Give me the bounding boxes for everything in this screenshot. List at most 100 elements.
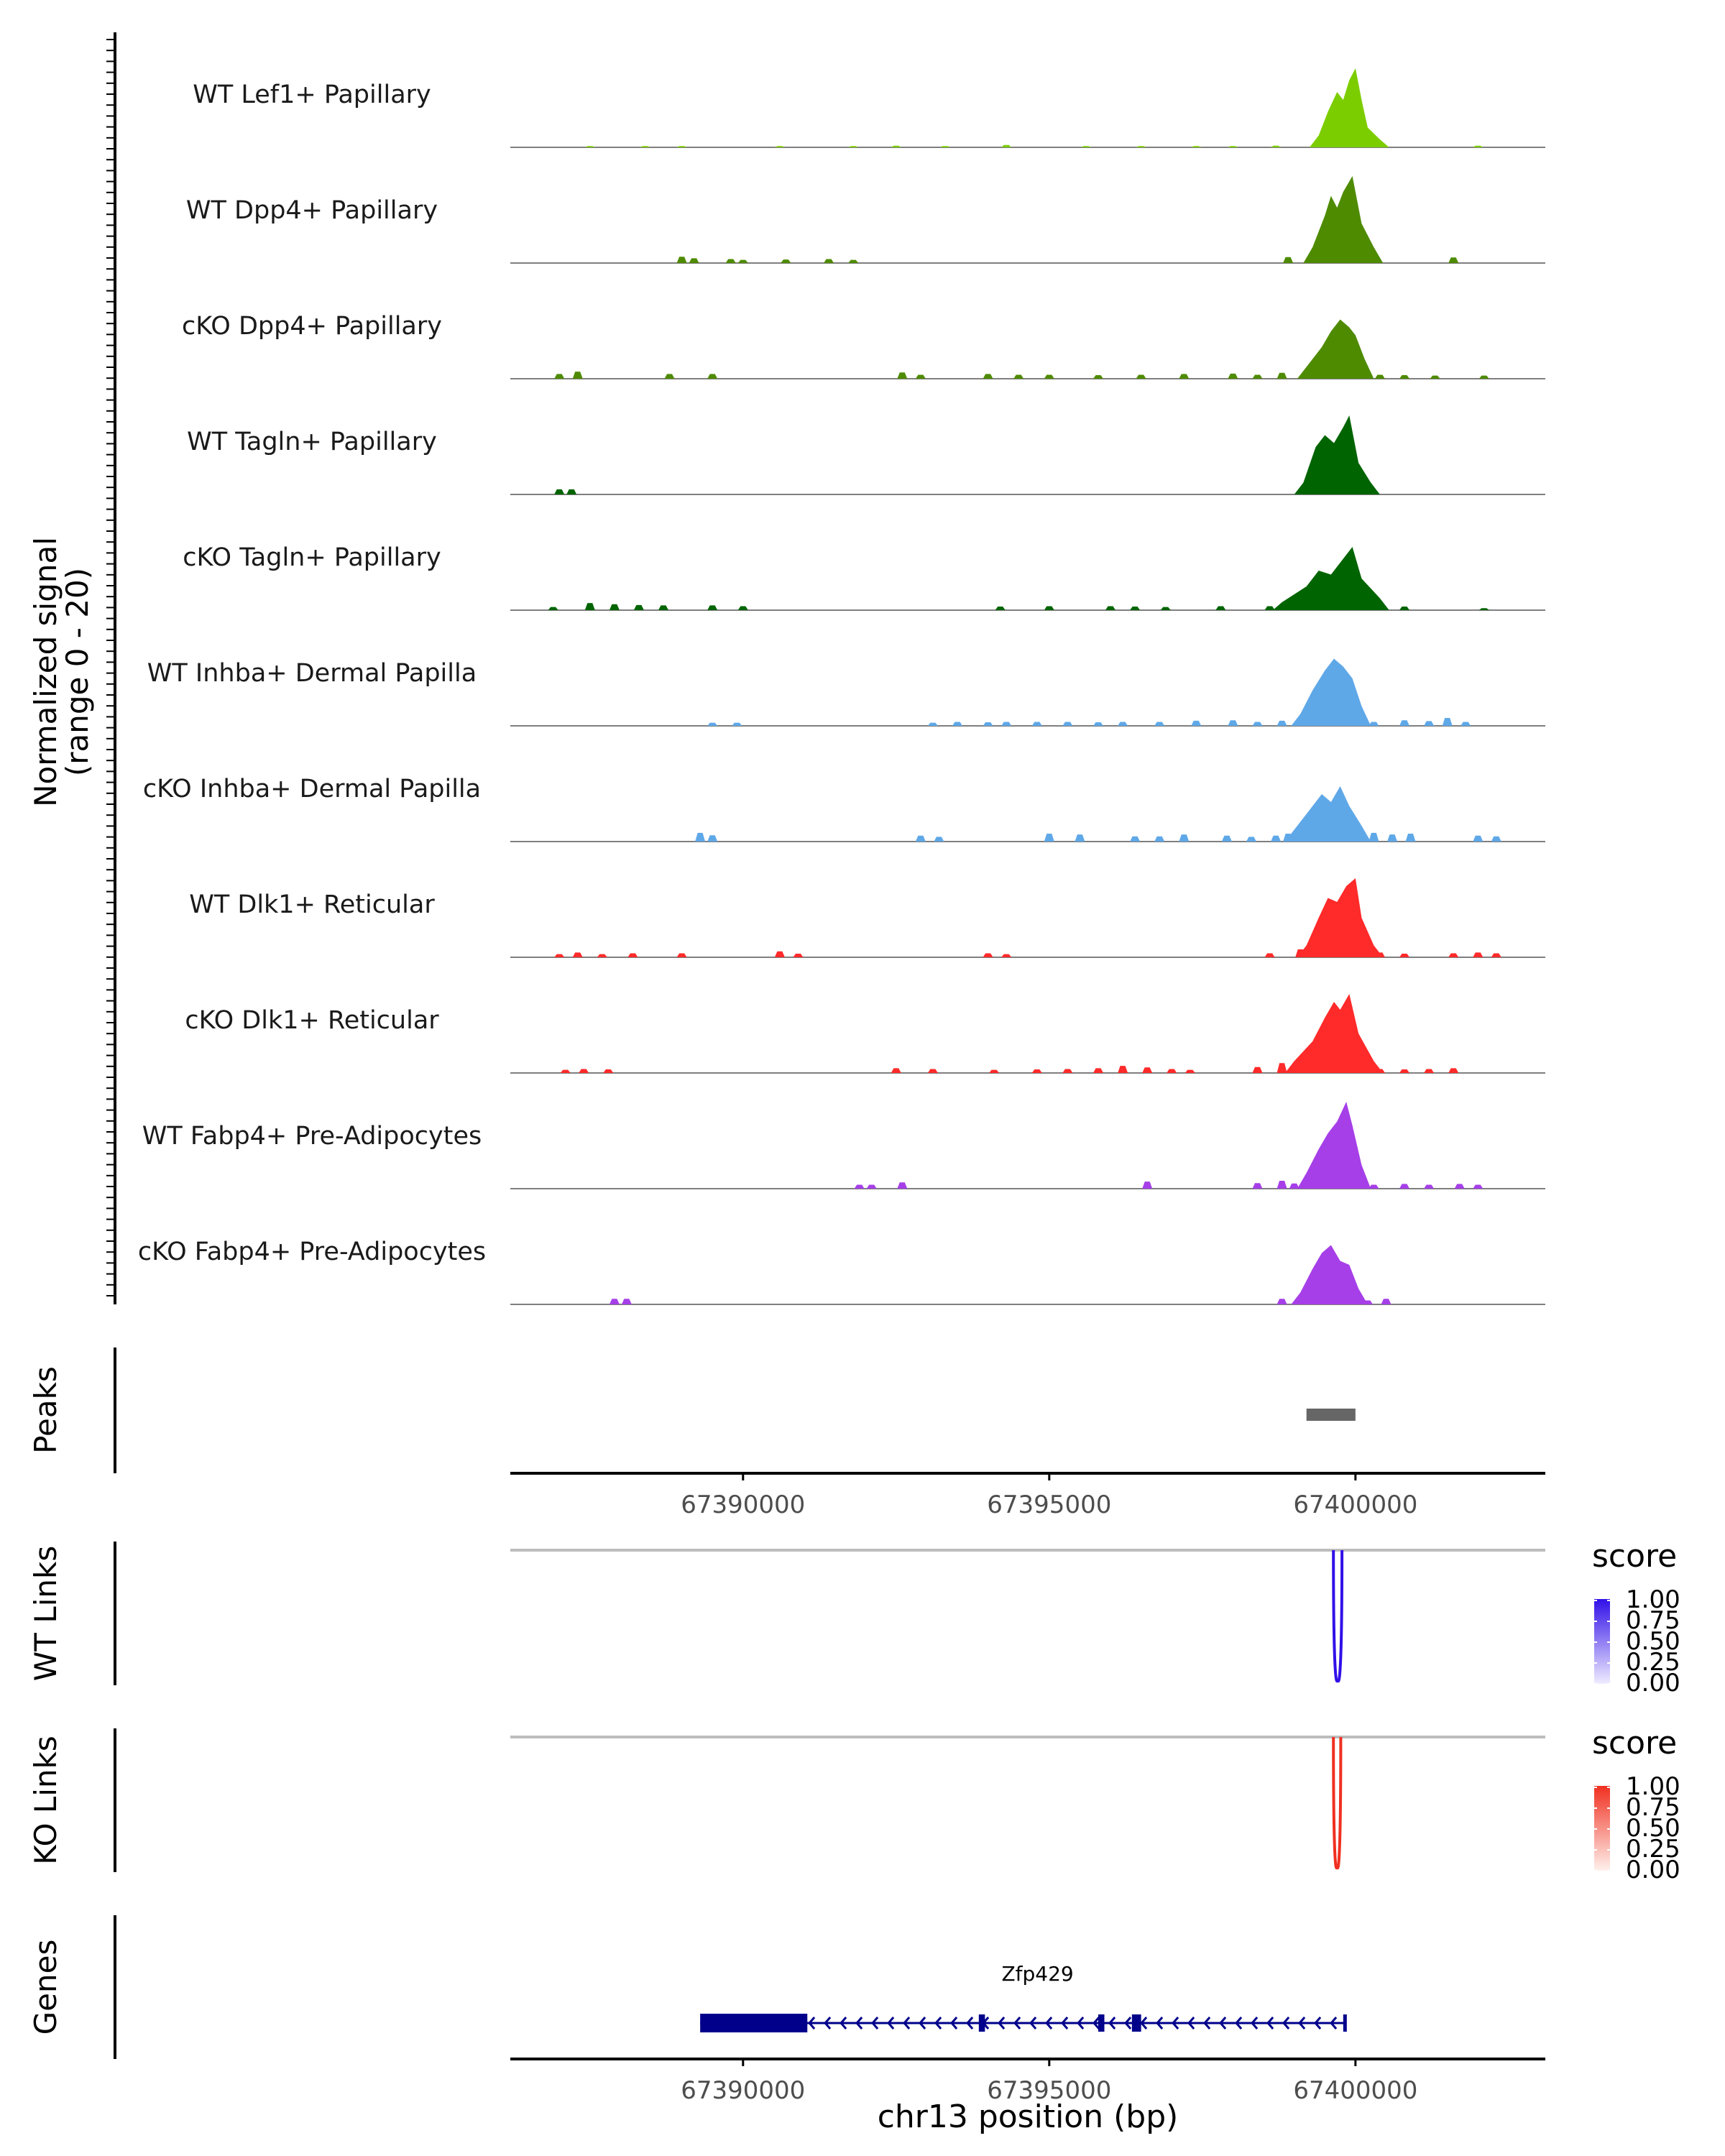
- signal-bump: [584, 146, 595, 147]
- signal-bump: [1130, 607, 1141, 610]
- coverage-track-2: cKO Dpp4+ Papillary: [182, 312, 1545, 379]
- signal-bump: [1093, 1068, 1103, 1073]
- coverage-track-6: cKO Inhba+ Dermal Papilla: [143, 775, 1545, 842]
- coverage-track-1: WT Dpp4+ Papillary: [186, 176, 1545, 264]
- signal-bump: [1001, 722, 1012, 726]
- strand-arrow: [871, 2017, 879, 2030]
- strand-arrow: [887, 2017, 895, 2030]
- coverage-track-4: cKO Tagln+ Papillary: [183, 543, 1545, 611]
- track-label: WT Inhba+ Dermal Papilla: [147, 659, 477, 688]
- signal-bump: [548, 607, 558, 610]
- signal-bump: [793, 954, 804, 957]
- coverage-track-5: WT Inhba+ Dermal Papilla: [147, 658, 1545, 727]
- signal-bump: [1368, 1184, 1379, 1189]
- signal-bump: [1283, 257, 1294, 263]
- links-label: KO Links: [28, 1736, 63, 1865]
- signal-bump: [989, 1069, 1000, 1073]
- signal-bump: [891, 145, 901, 147]
- track-label: WT Dpp4+ Papillary: [186, 196, 438, 225]
- signal-bump: [1442, 718, 1453, 726]
- signal-bump: [640, 146, 650, 147]
- signal-bump: [1031, 722, 1042, 726]
- strand-arrow: [824, 2017, 832, 2030]
- signal-bump: [627, 953, 638, 957]
- strand-arrow: [1077, 2017, 1085, 2030]
- strand-arrow: [1029, 2017, 1037, 2030]
- signal-bump: [676, 146, 687, 147]
- signal-bump: [934, 837, 944, 842]
- signal-bump: [1142, 1181, 1153, 1189]
- legend-tick-label: 0.50: [1626, 1814, 1680, 1843]
- signal-bump: [1142, 1067, 1153, 1073]
- signal-bump: [603, 1069, 614, 1073]
- signal-bump: [866, 1184, 877, 1189]
- legend-tick-label: 0.00: [1626, 1669, 1680, 1697]
- signal-bump: [554, 489, 565, 494]
- signal-bump: [1271, 145, 1282, 147]
- track-label: WT Dlk1+ Reticular: [189, 890, 435, 919]
- signal-bump: [1246, 837, 1256, 842]
- gene-exon: [1131, 2014, 1141, 2032]
- signal-bump: [1252, 374, 1263, 379]
- signal-bump: [1454, 1184, 1465, 1189]
- strand-arrow: [1156, 2017, 1164, 2030]
- strand-arrow: [1282, 2017, 1290, 2030]
- gene-exon: [700, 2014, 808, 2032]
- link-arc: [1332, 1736, 1343, 1870]
- signal-bump: [1448, 953, 1459, 957]
- coverage-tracks: WT Lef1+ Papillary WT Dpp4+ Papillary cKO …: [138, 68, 1545, 1305]
- coverage-track-8: cKO Dlk1+ Reticular: [185, 994, 1545, 1074]
- signal-peak: [1303, 176, 1384, 263]
- x-axis-upper-ticks: 67390000 67395000 67400000: [681, 1473, 1417, 1519]
- signal-bump: [1399, 954, 1409, 957]
- signal-peak: [1291, 1245, 1368, 1304]
- signal-peak: [1284, 786, 1371, 842]
- link-arc: [1332, 1549, 1344, 1683]
- signal-bump: [707, 722, 718, 726]
- signal-bump: [927, 1069, 938, 1073]
- coverage-track-9: WT Fabp4+ Pre-Adipocytes: [142, 1102, 1545, 1189]
- strand-arrow: [1013, 2017, 1021, 2030]
- coverage-track-3: WT Tagln+ Papillary: [187, 415, 1545, 495]
- signal-bump: [676, 953, 687, 957]
- x-tick-label: 67395000: [987, 2076, 1111, 2105]
- links-panel-0: WT Links score 1.000.750.500.250.00: [28, 1538, 1680, 1697]
- gene-name: Zfp429: [1001, 1962, 1073, 1986]
- signal-bump: [1399, 720, 1409, 726]
- signal-peak: [1310, 68, 1389, 147]
- signal-bump: [609, 604, 620, 610]
- signal-bump: [1381, 1299, 1392, 1304]
- signal-bump: [609, 1299, 620, 1304]
- signal-bump: [1001, 144, 1012, 147]
- signal-bump: [1424, 1069, 1435, 1073]
- strand-arrow: [903, 2017, 911, 2030]
- signal-bump: [566, 489, 577, 494]
- genes-panel: Genes Zfp429 67390000 67395000 67400000 ch…: [28, 1915, 1545, 2135]
- coverage-panel: Normalized signal (range 0 - 20) WT Lef1…: [28, 32, 1545, 1305]
- strand-arrow: [1235, 2017, 1243, 2030]
- signal-bump: [1264, 606, 1275, 610]
- signal-bump: [737, 259, 748, 263]
- signal-bump: [1044, 374, 1054, 379]
- signal-bump: [597, 954, 607, 957]
- signal-bump: [1430, 375, 1440, 379]
- signal-bump: [927, 722, 938, 726]
- coverage-ylabel-line1: Normalized signal: [28, 537, 63, 807]
- signal-bump: [1448, 1068, 1459, 1073]
- gene-models: Zfp429: [700, 1962, 1347, 2032]
- signal-bump: [1080, 146, 1091, 147]
- x-tick-label: 67400000: [1293, 1491, 1417, 1519]
- peak-bars: [1306, 1409, 1356, 1421]
- signal-bump: [1167, 1069, 1177, 1073]
- track-label: WT Tagln+ Papillary: [187, 428, 437, 456]
- legend-tick-label: 1.00: [1626, 1585, 1680, 1614]
- signal-bump: [695, 832, 706, 842]
- signal-bump: [1044, 606, 1054, 610]
- signal-bump: [1062, 722, 1073, 726]
- strand-arrow: [1092, 2017, 1100, 2030]
- strand-arrow: [855, 2017, 863, 2030]
- strand-arrow: [919, 2017, 926, 2030]
- signal-bump: [689, 258, 699, 263]
- track-label: cKO Tagln+ Papillary: [183, 543, 441, 572]
